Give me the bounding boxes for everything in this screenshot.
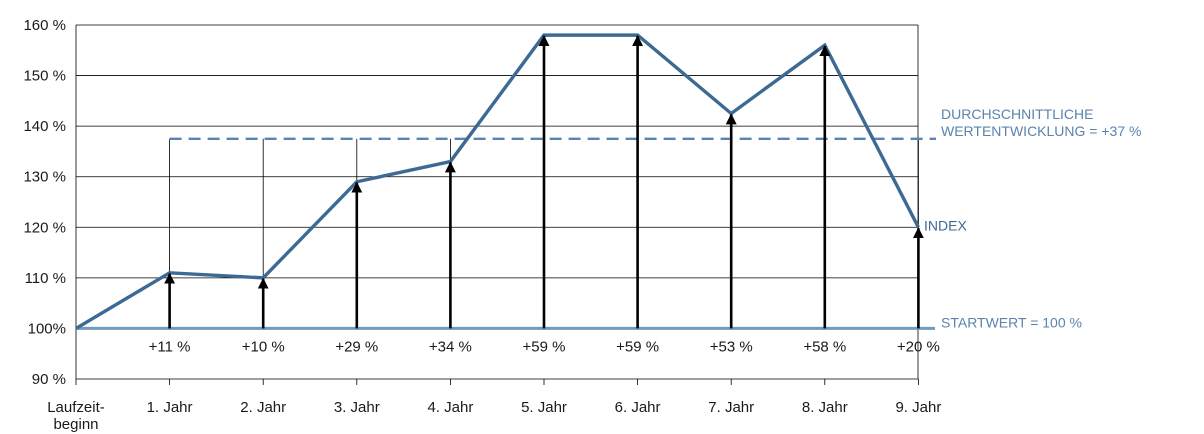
startwert-label: STARTWERT = 100 % — [941, 314, 1082, 330]
chart-labels: 90 % 100% 110 % 120 % 130 % 140 % 150 % 160 % La… — [23, 17, 1141, 433]
y-tick-label: 90 % — [32, 371, 66, 388]
data-label: +58 % — [803, 339, 846, 356]
x-tick-label: 3. Jahr — [334, 399, 380, 416]
x-tick-label: 5. Jahr — [521, 399, 567, 416]
y-tick-label: 130 % — [23, 169, 66, 186]
reference-lines — [76, 137, 936, 330]
index-line — [75, 33, 920, 330]
data-label: +10 % — [242, 339, 285, 356]
data-label: +34 % — [429, 339, 472, 356]
x-tick-label: Laufzeit-beginn — [47, 399, 105, 433]
data-label: +11 % — [149, 339, 191, 356]
gain-arrows — [164, 35, 924, 329]
x-tick-label: 7. Jahr — [708, 399, 754, 416]
data-label: +53 % — [710, 339, 753, 356]
y-tick-label: 140 % — [23, 118, 66, 135]
y-tick-label: 110 % — [25, 270, 66, 287]
data-label: +20 % — [897, 339, 940, 356]
x-tick-label: 9. Jahr — [895, 399, 941, 416]
x-tick-label: 8. Jahr — [802, 399, 848, 416]
x-tick-label: 6. Jahr — [615, 399, 661, 416]
index-series — [75, 33, 920, 330]
average-label: DURCHSCHNITTLICHE WERTENTWICKLUNG = +37 % — [941, 106, 1141, 139]
data-label: +29 % — [335, 339, 378, 356]
y-tick-label: 160 % — [23, 17, 66, 34]
index-series-label: INDEX — [924, 217, 967, 233]
x-tick-label: 1. Jahr — [147, 399, 193, 416]
y-tick-label: 120 % — [23, 219, 66, 236]
gridlines — [75, 24, 919, 385]
y-tick-label: 100% — [28, 320, 66, 337]
x-tick-label: 4. Jahr — [427, 399, 473, 416]
data-label: +59 % — [616, 339, 659, 356]
data-label: +59 % — [523, 339, 566, 356]
y-tick-label: 150 % — [23, 68, 66, 85]
x-tick-label: 2. Jahr — [240, 399, 286, 416]
